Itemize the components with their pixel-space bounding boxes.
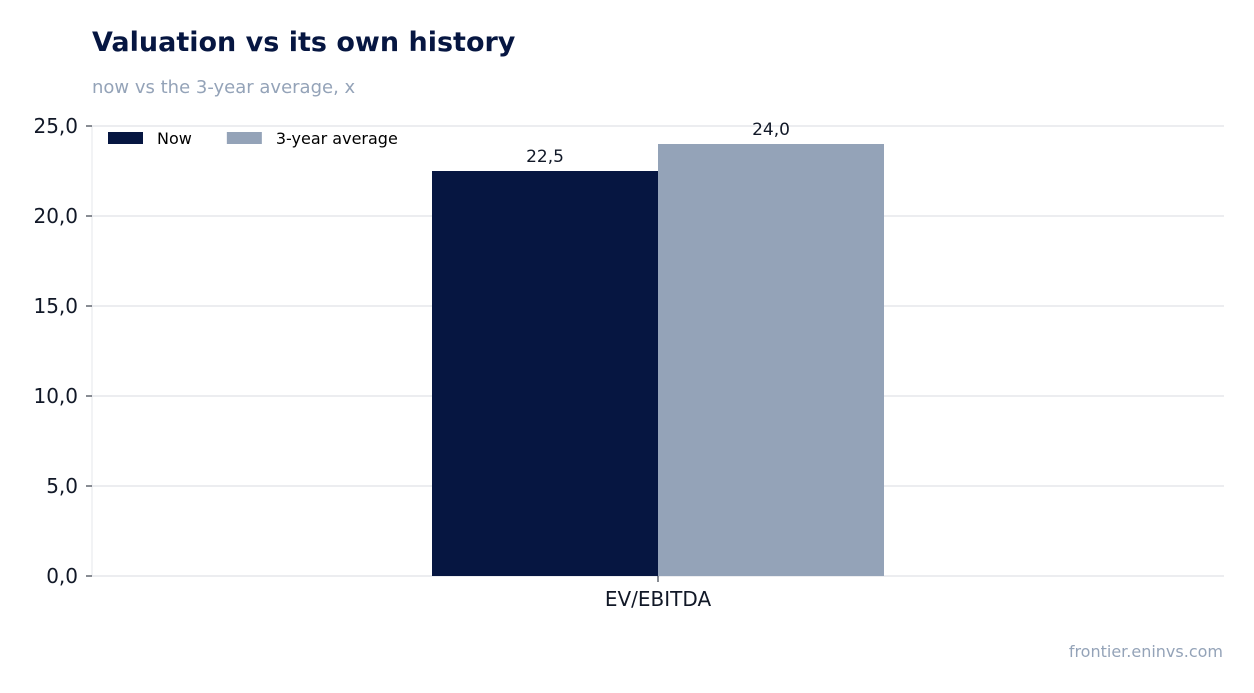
legend-label: 3-year average [276, 129, 398, 148]
bar-now [432, 171, 658, 576]
legend: Now 3-year average [108, 129, 398, 148]
bars [432, 144, 884, 576]
source-note: frontier.eninvs.com [1068, 642, 1223, 661]
chart-title: Valuation vs its own history [92, 27, 516, 58]
y-tick-label: 5,0 [46, 474, 78, 498]
chart-subtitle: now vs the 3-year average, x [92, 77, 356, 98]
x-tick-label: EV/EBITDA [605, 587, 712, 611]
data-label: 24,0 [752, 120, 790, 140]
x-axis: EV/EBITDA [605, 576, 712, 611]
bar-3-year-average [658, 144, 884, 576]
legend-swatch [108, 132, 143, 144]
data-label: 22,5 [526, 147, 564, 167]
data-labels: 22,5 24,0 [526, 120, 790, 167]
y-tick-label: 10,0 [33, 384, 78, 408]
legend-swatch [226, 132, 262, 144]
y-tick-label: 25,0 [33, 114, 78, 138]
y-tick-label: 15,0 [33, 294, 78, 318]
y-axis: 0,0 5,0 10,0 15,0 20,0 25,0 [33, 114, 93, 588]
y-tick-label: 20,0 [33, 204, 78, 228]
y-tick-label: 0,0 [46, 564, 78, 588]
legend-label: Now [157, 129, 192, 148]
